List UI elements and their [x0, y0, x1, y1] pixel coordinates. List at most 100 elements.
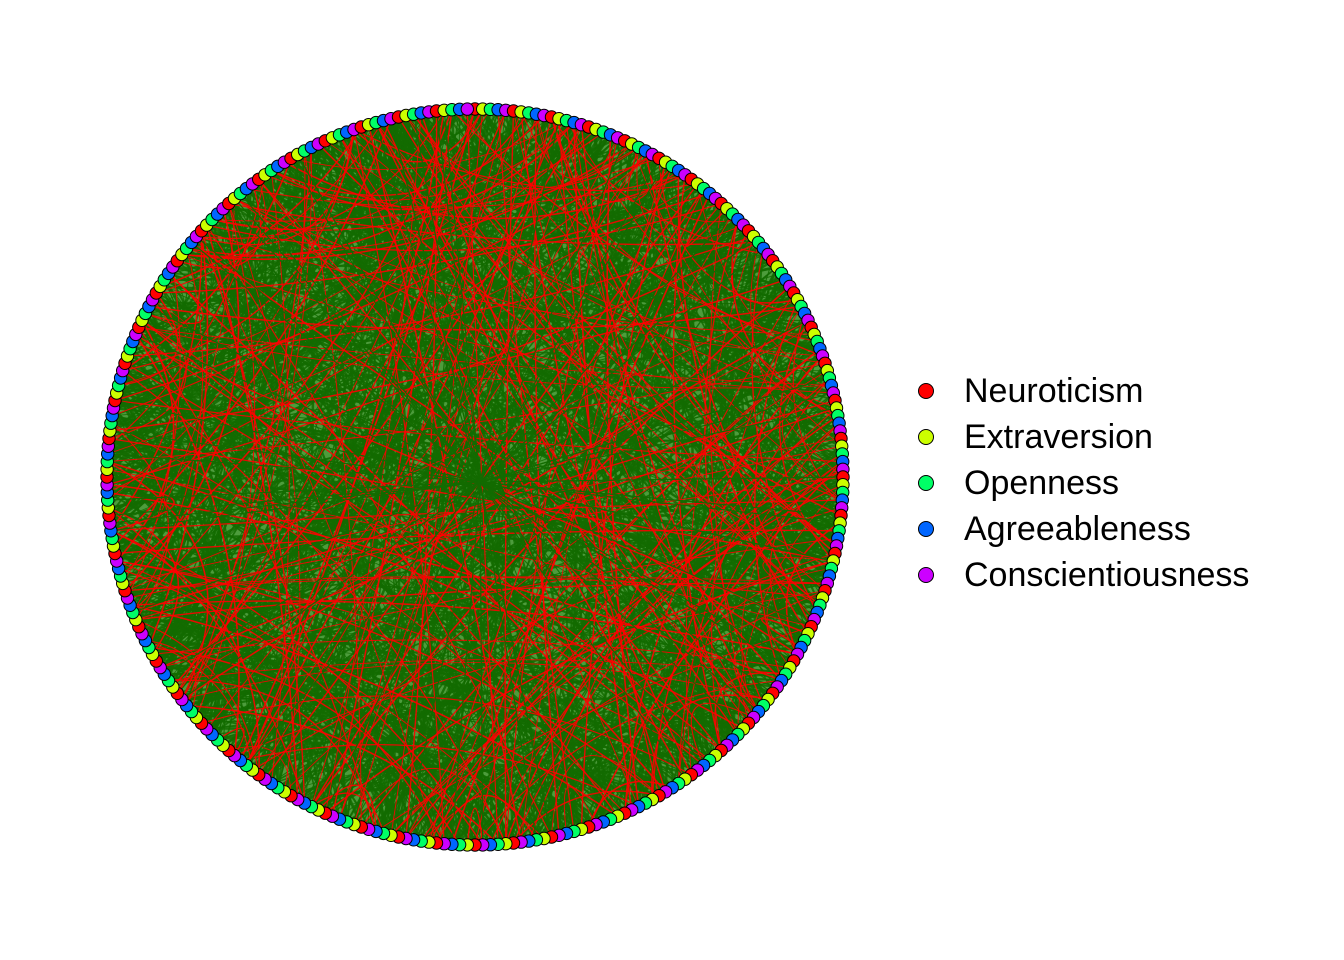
hub-edge	[479, 481, 794, 662]
negative-edge	[135, 333, 711, 761]
hub-edge	[479, 481, 744, 730]
negative-edge	[690, 702, 754, 766]
negative-edge	[551, 755, 660, 838]
negative-edge	[245, 111, 522, 766]
negative-edge	[353, 108, 484, 163]
negative-edge	[405, 453, 843, 839]
negative-edge	[122, 129, 355, 372]
positive-edge	[714, 530, 840, 756]
hub-edge	[479, 481, 834, 562]
negative-edge	[697, 183, 834, 394]
negative-edge	[145, 640, 254, 771]
negative-edge	[310, 285, 791, 808]
negative-edge	[107, 154, 653, 493]
positive-edge	[114, 399, 842, 447]
positive-edge	[682, 695, 764, 775]
positive-edge	[217, 213, 279, 780]
legend-marker-icon	[918, 383, 934, 399]
negative-edge	[644, 150, 812, 628]
positive-edge	[428, 154, 653, 843]
positive-edge	[683, 174, 821, 350]
negative-edge	[762, 557, 834, 606]
negative-edge	[420, 377, 830, 842]
positive-edge	[474, 154, 654, 846]
negative-edge	[195, 203, 256, 718]
positive-edge	[176, 259, 839, 540]
negative-edge	[504, 110, 515, 844]
negative-edge	[420, 590, 826, 842]
negative-edge	[228, 203, 301, 792]
positive-edge	[164, 672, 393, 836]
negative-edge	[375, 626, 812, 832]
negative-edge	[122, 198, 235, 584]
positive-edge	[382, 241, 760, 834]
negative-edge	[114, 153, 653, 402]
hub-edge	[479, 481, 553, 838]
negative-edge	[112, 118, 392, 547]
hub-edge	[479, 481, 686, 780]
positive-edge	[240, 755, 370, 830]
positive-edge	[481, 108, 821, 607]
negative-edge	[135, 333, 240, 756]
negative-edge	[116, 319, 175, 562]
legend: Neuroticism Extraversion Openness Agreea…	[918, 368, 1249, 598]
negative-edge	[785, 522, 841, 655]
negative-edge	[159, 407, 837, 669]
negative-edge	[270, 170, 290, 784]
hub-edge	[479, 481, 812, 628]
negative-edge	[206, 224, 553, 838]
hub-edge	[435, 110, 481, 483]
positive-edge	[271, 161, 666, 202]
negative-edge	[110, 422, 626, 814]
negative-edge	[550, 116, 837, 547]
negative-edge	[284, 370, 828, 793]
hub-edge	[375, 122, 481, 483]
hub-edge	[110, 481, 481, 532]
hub-edge	[234, 198, 481, 483]
negative-edge	[367, 124, 522, 843]
positive-edge	[191, 710, 415, 841]
positive-edge	[114, 111, 430, 555]
negative-edge	[148, 305, 802, 331]
negative-edge	[520, 111, 818, 343]
hub-edge	[479, 481, 484, 845]
positive-edge	[580, 124, 842, 517]
negative-edge	[118, 567, 445, 845]
legend-marker-icon	[918, 475, 934, 491]
negative-edge	[686, 203, 728, 248]
positive-edge	[159, 178, 692, 669]
negative-edge	[206, 150, 646, 730]
negative-edge	[505, 414, 839, 844]
positive-edge	[317, 460, 843, 811]
legend-marker-icon	[918, 567, 934, 583]
hub-edge	[479, 158, 660, 483]
negative-edge	[114, 529, 840, 555]
positive-edge	[132, 154, 299, 342]
hub-edge	[479, 481, 841, 524]
positive-edge	[317, 143, 844, 471]
positive-edge	[297, 153, 728, 238]
negative-edge	[353, 768, 507, 844]
negative-edge	[196, 110, 445, 239]
negative-edge	[234, 198, 823, 357]
negative-edge	[636, 147, 744, 241]
positive-edge	[512, 730, 739, 844]
negative-edge	[108, 437, 834, 562]
negative-edge	[122, 158, 292, 372]
negative-edge	[672, 174, 722, 751]
positive-edge	[114, 126, 590, 402]
hub-edge	[148, 305, 481, 483]
hub-edge	[479, 319, 809, 483]
negative-edge	[110, 230, 203, 532]
negative-edge	[397, 116, 821, 606]
positive-edge	[264, 150, 646, 185]
negative-edge	[114, 399, 843, 463]
hub-edge	[191, 241, 481, 483]
negative-edge	[512, 790, 660, 844]
positive-edge	[222, 437, 842, 747]
negative-edge	[148, 646, 461, 846]
hub-edge	[479, 481, 759, 713]
negative-edge	[148, 230, 209, 648]
negative-edge	[172, 326, 812, 688]
negative-edge	[781, 355, 843, 501]
